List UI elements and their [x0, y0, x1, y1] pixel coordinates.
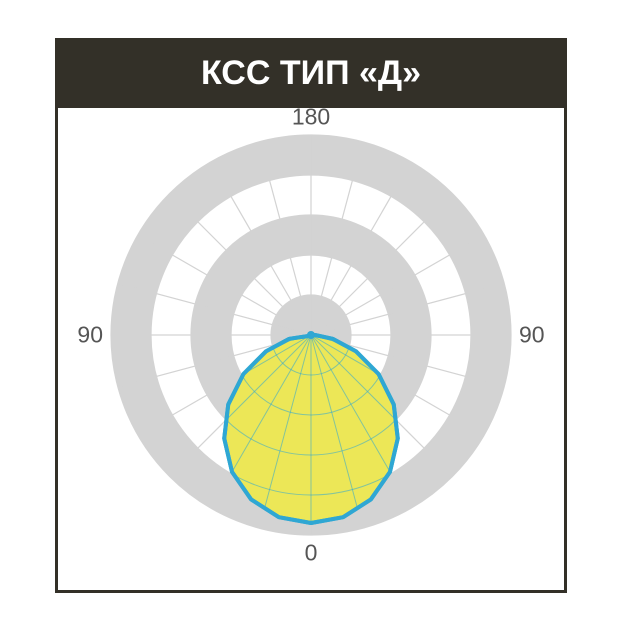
title-text: КСС ТИП «Д»	[201, 54, 421, 93]
axis-label-right: 90	[519, 322, 545, 349]
axis-label-top: 180	[292, 104, 330, 131]
axis-label-bottom: 0	[305, 540, 318, 567]
polar-chart	[105, 129, 517, 541]
axis-label-left: 90	[77, 322, 103, 349]
title-banner: КСС ТИП «Д»	[55, 38, 567, 108]
